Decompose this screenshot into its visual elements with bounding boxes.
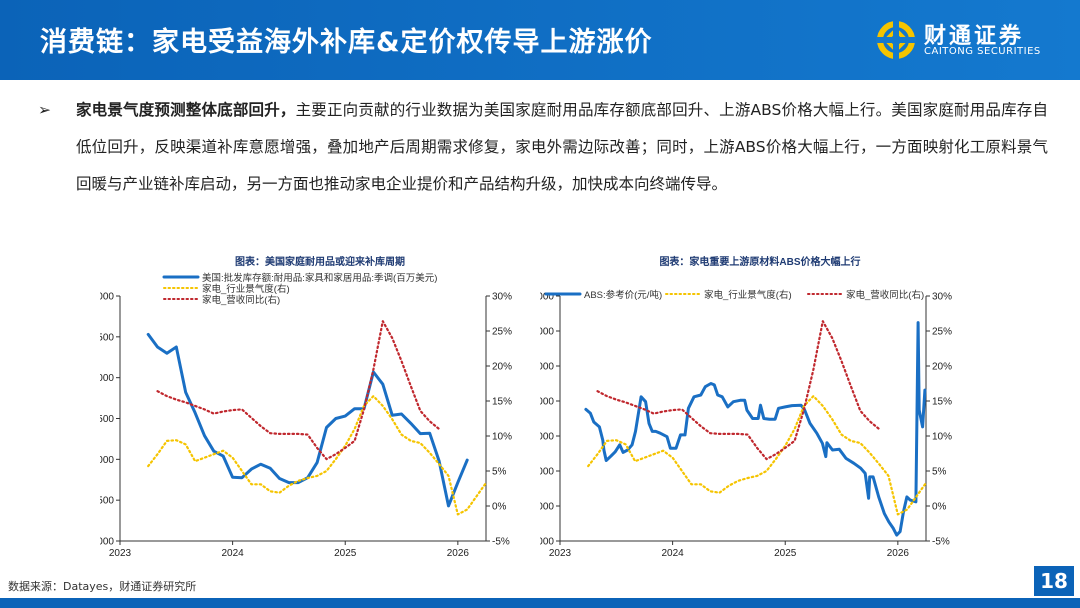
y-tick-label-right: 30% <box>492 292 512 303</box>
y-tick-label-right: 25% <box>492 327 512 338</box>
series-line-3 <box>596 320 881 461</box>
data-source: 数据来源：Datayes，财通证券研究所 <box>8 580 197 593</box>
y-tick-label-left: 15000 <box>540 292 554 303</box>
legend-label: ABS:参考价(元/吨) <box>584 289 662 301</box>
header-bar: 消费链：家电受益海外补库&定价权传导上游涨价 财通证券 CAITONG SECU… <box>0 0 1080 80</box>
bullet-arrow-icon: ➢ <box>38 101 51 119</box>
legend-label: 美国:批发库存额:耐用品:家具和家居用品:季调(百万美元) <box>202 272 437 284</box>
y-tick-label-left: 17500 <box>100 414 114 425</box>
x-tick-label: 2026 <box>887 548 910 559</box>
y-tick-label-right: 25% <box>932 327 952 338</box>
y-tick-label-left: 19000 <box>100 292 114 303</box>
y-tick-label-right: 15% <box>932 397 952 408</box>
x-tick-label: 2025 <box>334 548 357 559</box>
page-title: 消费链：家电受益海外补库&定价权传导上游涨价 <box>40 27 653 58</box>
company-logo: 财通证券 CAITONG SECURITIES <box>876 18 1056 62</box>
summary-body: 主要正向贡献的行业数据为美国家庭耐用品库存额底部回升、上游ABS价格大幅上行。美… <box>76 101 1048 193</box>
series-line-2 <box>147 395 488 516</box>
y-tick-label-left: 18500 <box>100 332 114 343</box>
y-tick-label-left: 10000 <box>540 467 554 478</box>
summary-text: ➢ 家电景气度预测整体底部回升，主要正向贡献的行业数据为美国家庭耐用品库存额底部… <box>38 92 1048 203</box>
y-tick-label-right: 5% <box>492 467 507 478</box>
y-tick-label-right: -5% <box>492 537 510 548</box>
series-line-3 <box>156 320 441 461</box>
y-tick-label-right: 15% <box>492 397 512 408</box>
y-tick-label-right: 0% <box>492 502 507 513</box>
series-line-1 <box>146 332 469 508</box>
summary-lead: 家电景气度预测整体底部回升， <box>76 101 296 119</box>
x-tick-label: 2026 <box>447 548 470 559</box>
y-tick-label-right: 0% <box>932 502 947 513</box>
logo-emblem-icon <box>876 20 916 60</box>
y-tick-label-left: 16000 <box>100 537 114 548</box>
legend-label: 家电_营收同比(右) <box>202 294 280 306</box>
y-tick-label-right: 10% <box>492 432 512 443</box>
legend-label: 家电_营收同比(右) <box>846 289 924 301</box>
y-tick-label-left: 18000 <box>100 373 114 384</box>
y-tick-label-right: -5% <box>932 537 950 548</box>
chart-title: 图表：家电重要上游原材料ABS价格大幅上行 <box>659 255 860 268</box>
x-tick-label: 2023 <box>109 548 132 559</box>
chart-title: 图表：美国家庭耐用品或迎来补库周期 <box>235 255 405 268</box>
footer-bar <box>0 598 1080 608</box>
y-tick-label-right: 20% <box>932 362 952 373</box>
x-tick-label: 2024 <box>661 548 684 559</box>
y-tick-label-right: 30% <box>932 292 952 303</box>
legend-label: 家电_行业景气度(右) <box>704 289 792 301</box>
y-tick-label-left: 8000 <box>540 537 554 548</box>
y-tick-label-left: 9000 <box>540 502 554 513</box>
y-tick-label-left: 13000 <box>540 362 554 373</box>
y-tick-label-right: 10% <box>932 432 952 443</box>
x-tick-label: 2023 <box>549 548 572 559</box>
y-tick-label-left: 14000 <box>540 327 554 338</box>
logo-text-en: CAITONG SECURITIES <box>924 46 1041 57</box>
y-tick-label-right: 5% <box>932 467 947 478</box>
x-tick-label: 2024 <box>221 548 244 559</box>
y-tick-label-right: 20% <box>492 362 512 373</box>
x-tick-label: 2025 <box>774 548 797 559</box>
y-tick-label-left: 12000 <box>540 397 554 408</box>
logo-text-cn: 财通证券 <box>924 24 1025 49</box>
legend-label: 家电_行业景气度(右) <box>202 283 290 295</box>
chart-abs-price: 图表：家电重要上游原材料ABS价格大幅上行 8000 9000 10000 11000 1… <box>540 255 952 559</box>
y-tick-label-left: 11000 <box>540 432 554 443</box>
page-number: 18 <box>1034 566 1074 596</box>
y-tick-label-left: 17000 <box>100 455 114 466</box>
series-line-2 <box>587 395 928 516</box>
chart-us-durables-inventory: 图表：美国家庭耐用品或迎来补库周期 16000 16500 17000 17500 180… <box>100 255 512 559</box>
series-line-1 <box>584 321 927 537</box>
y-tick-label-left: 16500 <box>100 496 114 507</box>
